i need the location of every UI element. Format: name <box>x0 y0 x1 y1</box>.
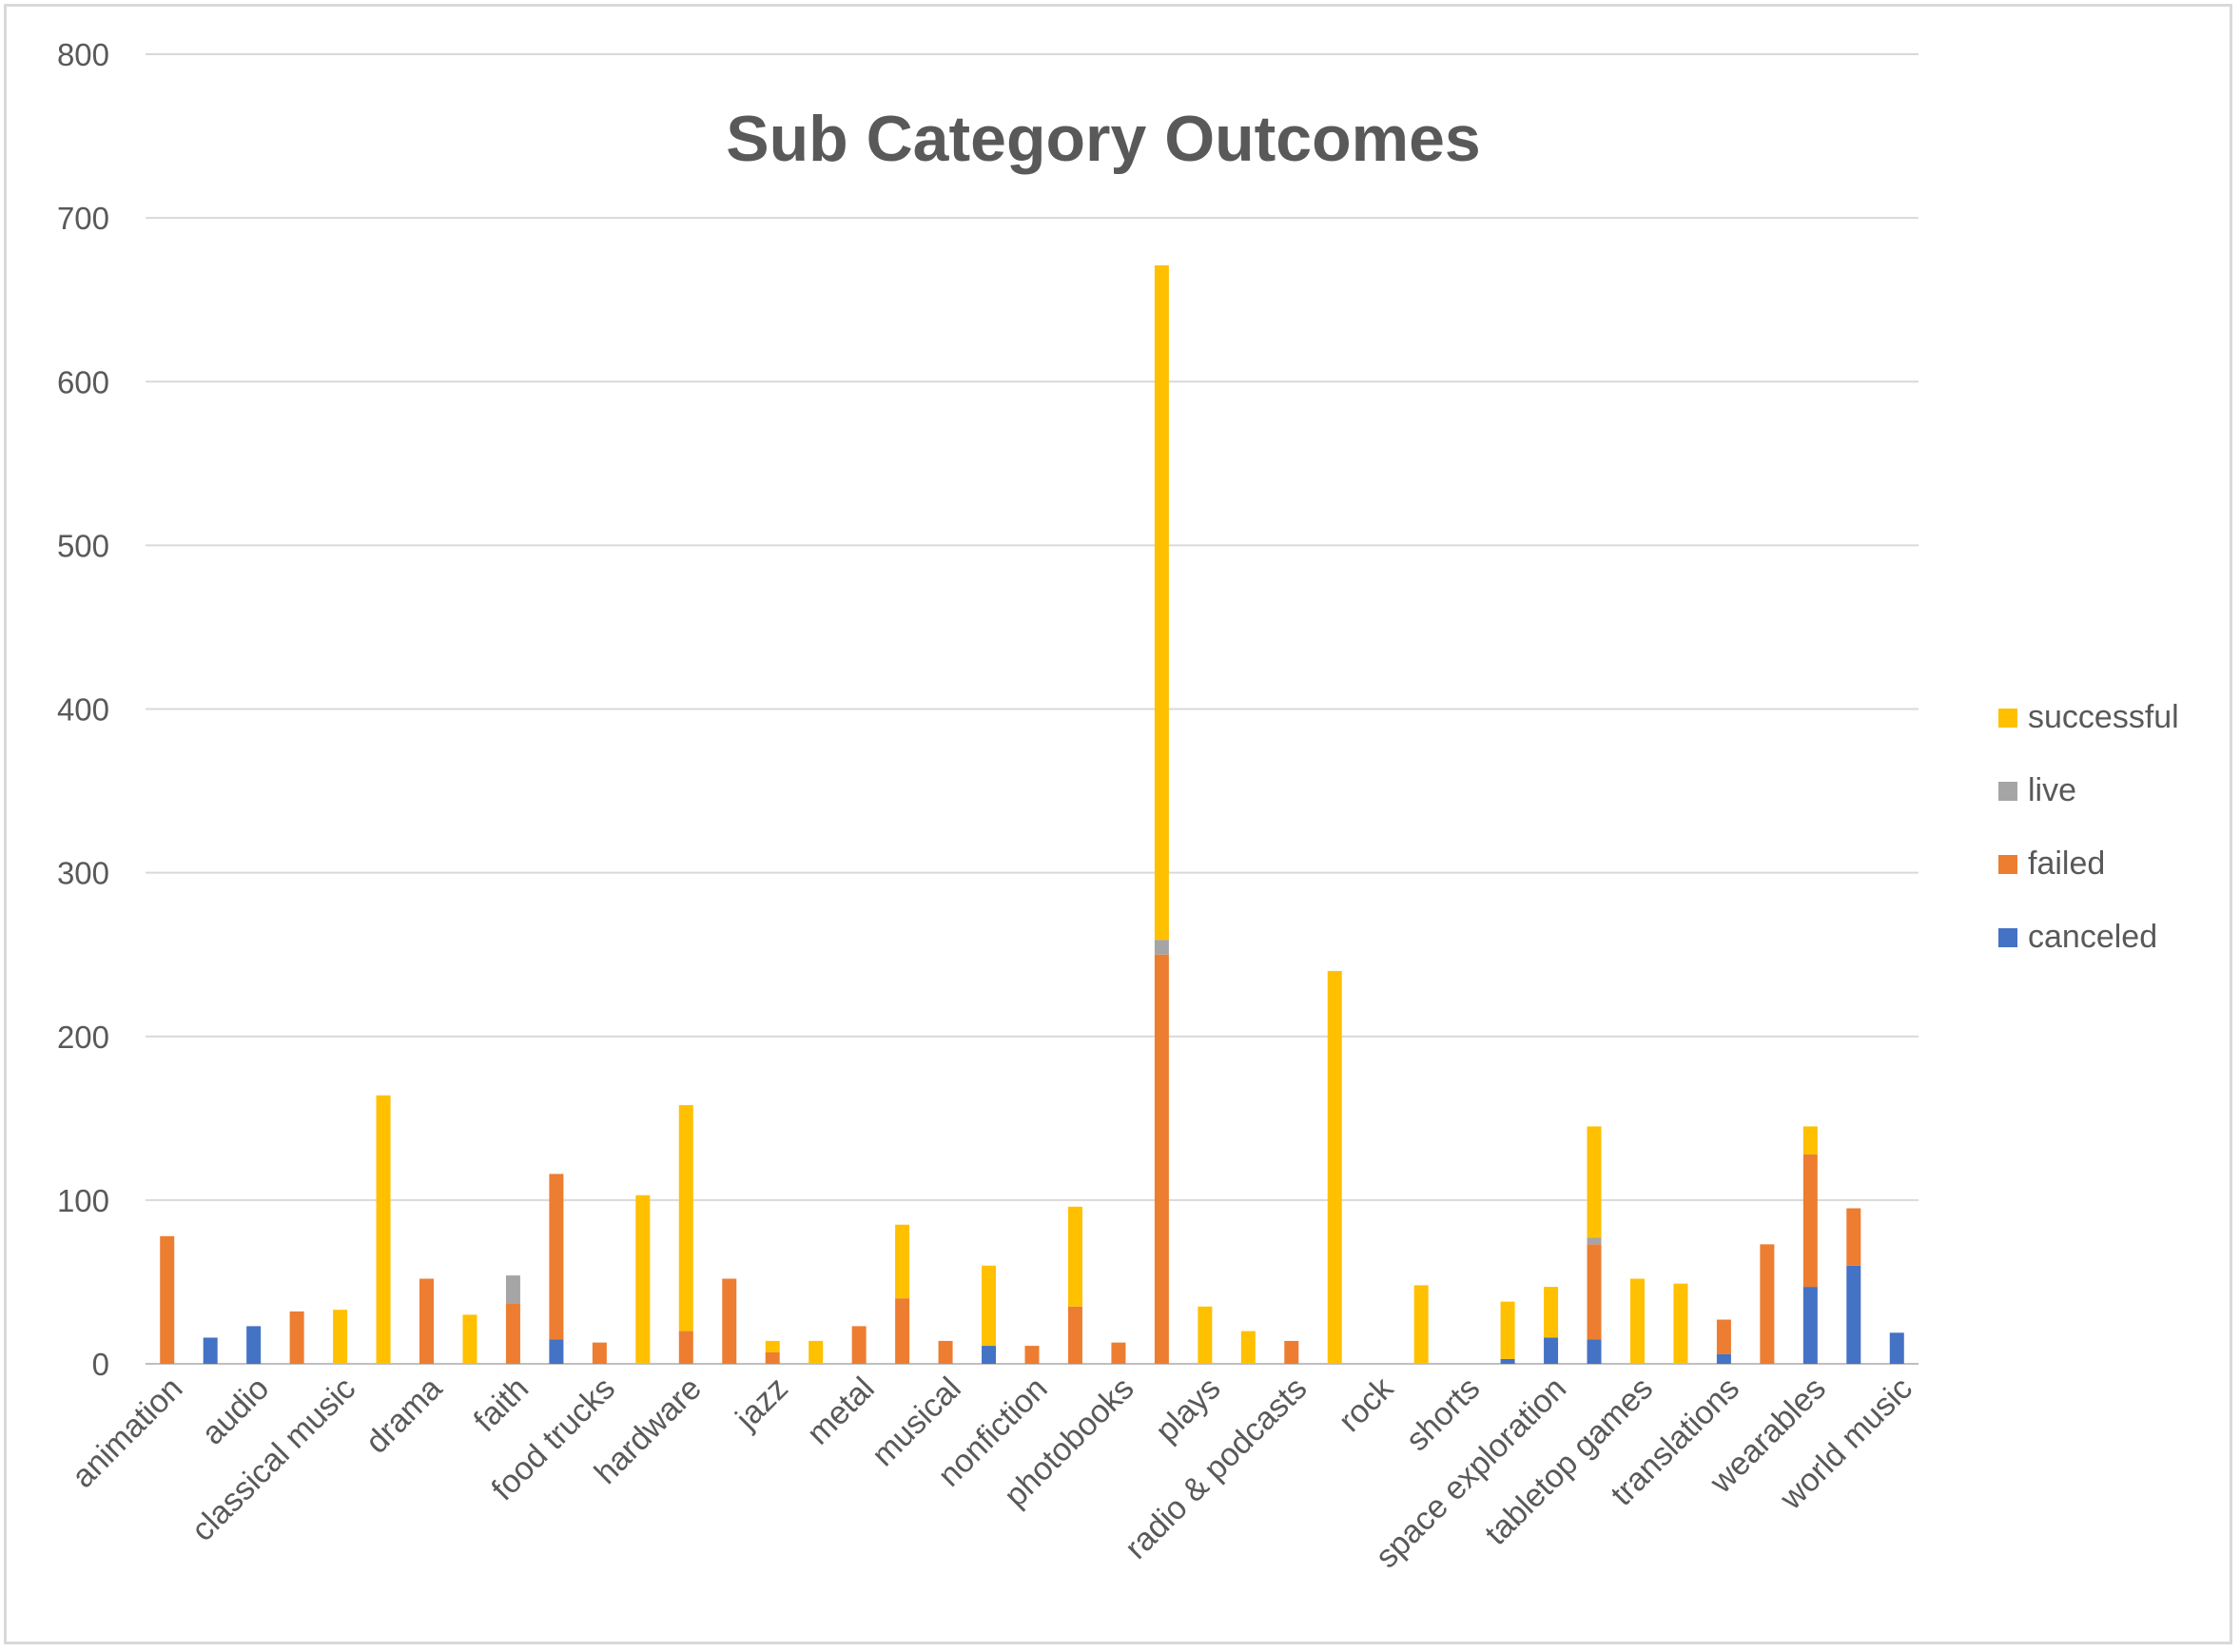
bar-segment-successful <box>1413 1285 1429 1364</box>
bar-segment-successful <box>1154 265 1169 941</box>
bar-segment-successful <box>982 1265 997 1347</box>
bar-segment-canceled <box>1716 1353 1731 1364</box>
y-tick-label: 200 <box>57 1020 109 1055</box>
bar-segment-successful <box>333 1310 348 1364</box>
bar-segment-failed <box>505 1303 520 1364</box>
x-category-label: metal <box>800 1370 882 1452</box>
bar-segment-live <box>1587 1237 1602 1245</box>
x-category-label: audio <box>195 1370 277 1452</box>
bar-segment-failed <box>1587 1244 1602 1340</box>
gridlines <box>146 53 1919 1365</box>
bar-segment-successful <box>1327 970 1342 1364</box>
bar-segment-live <box>1154 940 1169 955</box>
bar-segment-canceled <box>1544 1337 1559 1364</box>
bar-segment-successful <box>808 1340 824 1364</box>
chart-frame: Sub Category Outcomes 0 100 200 300 400 500 60… <box>4 4 2232 1644</box>
bar-segment-canceled <box>1802 1287 1818 1364</box>
y-tick-label: 100 <box>57 1183 109 1218</box>
y-tick-label: 800 <box>57 37 109 72</box>
legend-swatch-canceled <box>1998 928 2017 947</box>
chart-title: Sub Category Outcomes <box>726 103 1481 175</box>
bar-segment-failed <box>160 1235 175 1364</box>
x-category-label: faith <box>467 1370 536 1439</box>
bar-segment-failed <box>1846 1208 1861 1266</box>
bar-segment-successful <box>1802 1126 1818 1155</box>
bar-segment-failed <box>592 1342 607 1364</box>
bar-segment-failed <box>289 1311 304 1364</box>
bar-segment-failed <box>722 1278 737 1364</box>
bar-segment-successful <box>895 1224 910 1299</box>
bar-segment-canceled <box>549 1339 564 1364</box>
bar-segment-failed <box>938 1340 953 1364</box>
bar-segment-canceled <box>1889 1332 1904 1364</box>
bar-segment-failed <box>419 1278 435 1364</box>
x-category-label: drama <box>359 1370 449 1461</box>
bar-segment-failed <box>1067 1306 1082 1364</box>
y-tick-label: 400 <box>57 692 109 728</box>
bar-segment-successful <box>765 1340 780 1352</box>
bar-segment-successful <box>1500 1301 1515 1359</box>
legend-swatch-failed <box>1998 855 2017 874</box>
chart-svg: Sub Category Outcomes 0 100 200 300 400 500 60… <box>57 37 2179 1575</box>
legend-swatch-live <box>1998 782 2017 801</box>
y-tick-label: 600 <box>57 364 109 399</box>
bar-segment-failed <box>1024 1346 1040 1364</box>
bar-segment-failed <box>1111 1342 1126 1364</box>
bar-segment-failed <box>1154 954 1169 1364</box>
bar-segment-successful <box>1240 1331 1256 1364</box>
y-tick-label: 700 <box>57 201 109 236</box>
y-tick-label: 300 <box>57 856 109 891</box>
bar-segment-successful <box>1544 1287 1559 1338</box>
bar-segment-successful <box>635 1195 651 1364</box>
bar-segment-canceled <box>203 1337 218 1364</box>
bar-segment-successful <box>1067 1206 1082 1307</box>
bar-segment-successful <box>1673 1283 1688 1364</box>
bar-segment-failed <box>765 1351 780 1364</box>
legend-label-canceled: canceled <box>2028 919 2157 955</box>
legend-label-failed: failed <box>2028 845 2105 882</box>
bar-segment-successful <box>1629 1278 1645 1364</box>
x-category-label: rock <box>1332 1370 1401 1439</box>
bar-segment-canceled <box>246 1326 262 1364</box>
legend-label-successful: successful <box>2028 699 2179 735</box>
bar-segment-failed <box>549 1174 564 1340</box>
bar-segment-canceled <box>1587 1339 1602 1364</box>
bar-segment-successful <box>462 1314 477 1364</box>
y-axis-ticks: 0 100 200 300 400 500 600 700 800 <box>57 37 109 1382</box>
x-category-label: animation <box>65 1370 189 1495</box>
bar-segment-successful <box>1587 1126 1602 1238</box>
legend-swatch-successful <box>1998 709 2017 728</box>
bar-segment-failed <box>1802 1154 1818 1288</box>
bars <box>160 265 1904 1364</box>
bar-segment-failed <box>678 1331 693 1364</box>
y-tick-label: 0 <box>92 1347 109 1382</box>
bar-segment-live <box>505 1275 520 1304</box>
x-category-label: jazz <box>729 1370 795 1437</box>
bar-segment-canceled <box>1500 1358 1515 1364</box>
bar-segment-failed <box>1716 1319 1731 1354</box>
legend: successful live failed canceled <box>1998 699 2179 955</box>
bar-segment-canceled <box>1846 1265 1861 1364</box>
bar-segment-successful <box>376 1095 391 1364</box>
x-category-label: plays <box>1149 1370 1228 1449</box>
legend-label-live: live <box>2028 772 2076 808</box>
bar-segment-failed <box>851 1326 867 1364</box>
bar-segment-canceled <box>982 1346 997 1364</box>
bar-segment-failed <box>1760 1244 1775 1364</box>
bar-segment-successful <box>1198 1306 1213 1364</box>
bar-segment-failed <box>1284 1340 1299 1364</box>
bar-segment-successful <box>678 1105 693 1331</box>
bar-segment-failed <box>895 1298 910 1364</box>
y-tick-label: 500 <box>57 528 109 563</box>
